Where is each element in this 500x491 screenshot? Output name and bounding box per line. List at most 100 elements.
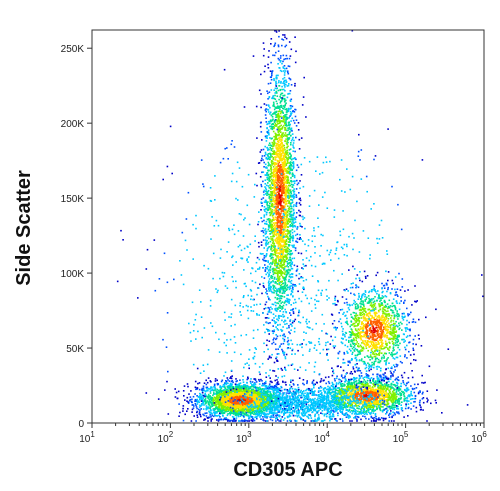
event-point bbox=[237, 393, 240, 396]
event-point bbox=[354, 380, 357, 383]
event-point bbox=[388, 414, 390, 416]
event-point bbox=[261, 410, 264, 413]
event-point bbox=[355, 415, 357, 418]
event-point bbox=[202, 398, 204, 401]
event-point bbox=[392, 404, 395, 407]
event-point bbox=[265, 387, 267, 390]
event-point bbox=[370, 404, 373, 407]
event-point bbox=[374, 420, 376, 422]
event-point bbox=[214, 408, 216, 410]
event-point bbox=[365, 392, 368, 395]
event-point bbox=[347, 417, 350, 419]
event-point bbox=[375, 399, 377, 402]
event-point bbox=[269, 392, 272, 394]
event-point bbox=[229, 377, 231, 379]
event-point bbox=[260, 378, 262, 381]
event-point bbox=[250, 382, 252, 384]
event-point bbox=[390, 420, 393, 422]
event-point bbox=[235, 417, 238, 419]
event-point bbox=[347, 405, 350, 407]
event-point bbox=[397, 401, 399, 403]
event-point bbox=[251, 381, 254, 383]
event-point bbox=[369, 394, 371, 396]
event-point bbox=[357, 413, 359, 415]
event-point bbox=[286, 399, 288, 402]
event-point bbox=[245, 396, 247, 399]
event-point bbox=[277, 387, 280, 389]
event-point bbox=[239, 397, 241, 400]
event-point bbox=[353, 413, 356, 415]
event-point bbox=[385, 413, 387, 415]
event-point bbox=[325, 382, 327, 385]
event-point bbox=[266, 396, 268, 399]
event-point bbox=[345, 392, 348, 395]
event-point bbox=[352, 386, 354, 388]
event-point bbox=[340, 375, 343, 378]
event-point bbox=[266, 407, 269, 409]
event-point bbox=[223, 392, 225, 395]
event-point bbox=[223, 412, 226, 414]
event-point bbox=[228, 409, 230, 411]
event-point bbox=[266, 410, 268, 413]
event-point bbox=[322, 388, 325, 391]
event-point bbox=[296, 399, 299, 401]
event-point bbox=[253, 391, 255, 393]
event-point bbox=[182, 407, 184, 410]
event-point bbox=[281, 394, 284, 396]
event-point bbox=[337, 382, 340, 385]
event-point bbox=[260, 389, 263, 391]
event-point bbox=[222, 418, 225, 421]
event-point bbox=[389, 386, 392, 388]
event-point bbox=[424, 381, 426, 384]
event-point bbox=[298, 388, 300, 391]
event-point bbox=[318, 399, 320, 402]
event-point bbox=[301, 396, 304, 399]
event-point bbox=[268, 395, 271, 397]
event-point bbox=[379, 403, 382, 406]
event-point bbox=[327, 402, 329, 404]
event-point bbox=[350, 392, 353, 394]
event-point bbox=[435, 402, 437, 404]
event-point bbox=[212, 404, 215, 406]
event-point bbox=[207, 387, 210, 390]
event-point bbox=[283, 400, 285, 403]
event-point bbox=[248, 387, 251, 389]
event-point bbox=[292, 414, 295, 417]
event-point bbox=[400, 408, 403, 411]
event-point bbox=[347, 402, 349, 404]
event-point bbox=[325, 403, 327, 406]
event-point bbox=[367, 391, 369, 393]
event-point bbox=[355, 377, 357, 380]
event-point bbox=[377, 389, 380, 391]
event-point bbox=[265, 404, 268, 407]
event-point bbox=[221, 379, 224, 382]
event-point bbox=[367, 409, 370, 412]
event-point bbox=[302, 419, 305, 421]
event-point bbox=[360, 383, 363, 386]
event-point bbox=[222, 396, 224, 398]
event-point bbox=[252, 403, 255, 406]
event-point bbox=[327, 380, 330, 383]
event-point bbox=[253, 401, 255, 403]
event-point bbox=[338, 378, 340, 381]
event-point bbox=[257, 406, 260, 409]
event-point bbox=[266, 409, 268, 412]
event-point bbox=[386, 388, 389, 390]
event-point bbox=[362, 389, 365, 391]
event-point bbox=[305, 401, 308, 403]
event-point bbox=[357, 386, 359, 388]
event-point bbox=[284, 392, 286, 394]
event-point bbox=[367, 387, 369, 390]
event-point bbox=[398, 386, 400, 388]
event-point bbox=[347, 393, 349, 396]
event-point bbox=[224, 393, 227, 395]
event-point bbox=[187, 401, 189, 403]
event-point bbox=[406, 399, 408, 402]
event-point bbox=[228, 384, 231, 387]
event-point bbox=[339, 408, 342, 410]
event-point bbox=[359, 375, 361, 378]
event-point bbox=[207, 393, 210, 396]
event-point bbox=[244, 413, 247, 416]
event-point bbox=[380, 403, 383, 405]
event-point bbox=[393, 388, 396, 390]
